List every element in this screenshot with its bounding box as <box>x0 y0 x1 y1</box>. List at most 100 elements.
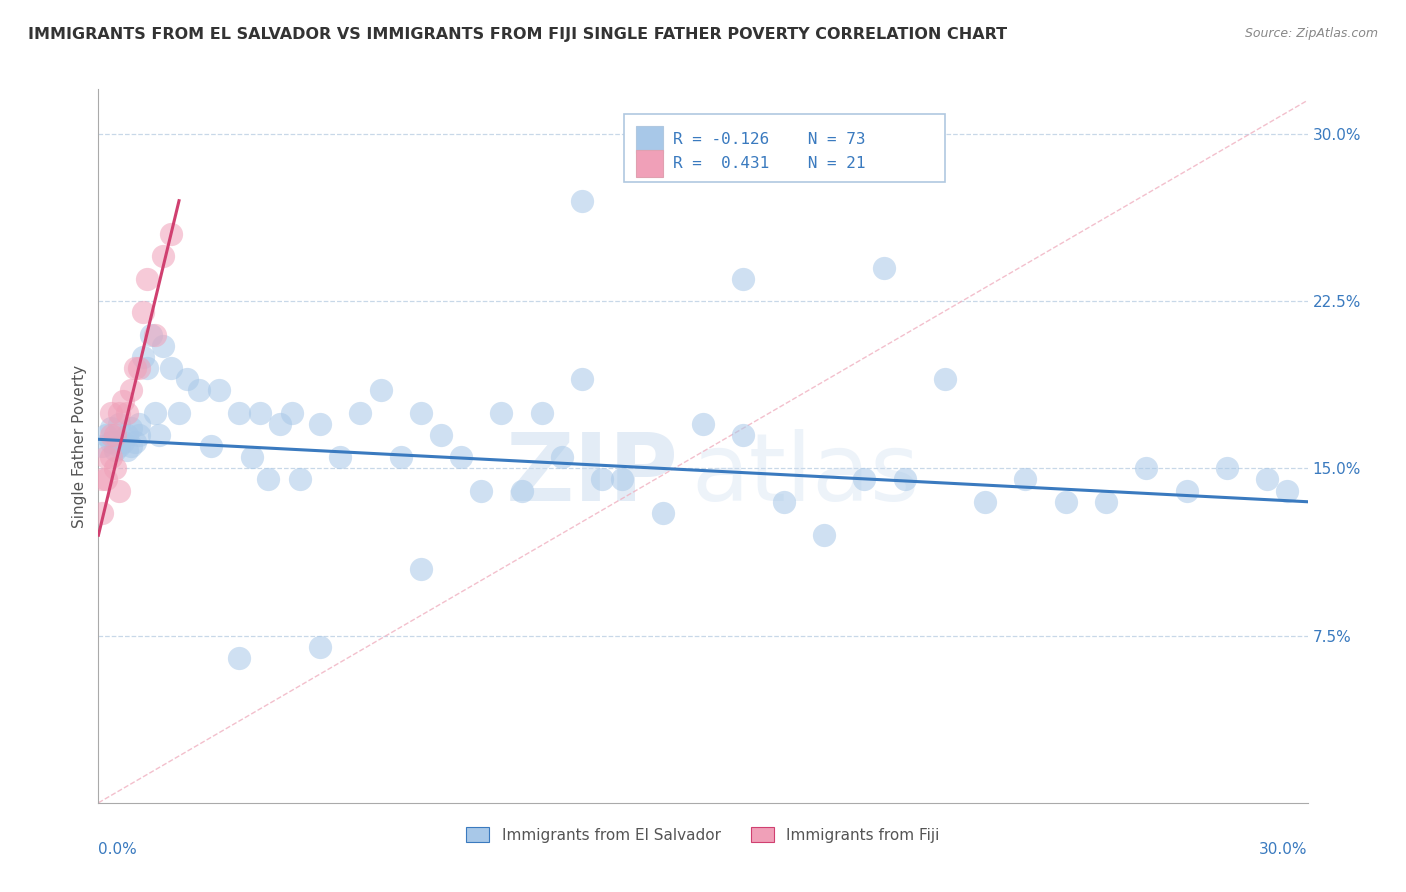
Point <box>152 249 174 264</box>
Point <box>873 260 896 275</box>
Point <box>200 439 222 453</box>
Text: R = -0.126    N = 73: R = -0.126 N = 73 <box>672 132 865 147</box>
Point <box>148 427 170 442</box>
Point <box>256 473 278 487</box>
Point <box>100 427 122 442</box>
Point <box>139 327 162 342</box>
Point <box>281 405 304 419</box>
Point <box>91 506 114 520</box>
Point <box>612 473 634 487</box>
Point <box>228 405 250 419</box>
Text: Source: ZipAtlas.com: Source: ZipAtlas.com <box>1244 27 1378 40</box>
Point <box>772 494 794 508</box>
Point <box>176 372 198 386</box>
Point <box>571 194 593 208</box>
Point <box>349 405 371 419</box>
Point <box>974 494 997 508</box>
Point <box>188 384 211 398</box>
Point <box>107 417 129 431</box>
Point <box>115 405 138 419</box>
Point <box>96 427 118 442</box>
Point <box>160 360 183 375</box>
Point <box>91 439 114 453</box>
Point <box>120 421 142 435</box>
Point <box>128 427 150 442</box>
Point <box>853 473 876 487</box>
Point <box>893 473 915 487</box>
Point <box>107 483 129 498</box>
Point <box>228 651 250 665</box>
Point <box>1216 461 1239 475</box>
Point <box>1095 494 1118 508</box>
Point <box>107 405 129 419</box>
Point <box>1175 483 1198 498</box>
Point <box>1256 473 1278 487</box>
Point <box>491 405 513 419</box>
Point <box>100 450 122 464</box>
Point <box>100 405 122 419</box>
Text: 0.0%: 0.0% <box>98 842 138 857</box>
Point <box>135 360 157 375</box>
Point <box>329 450 352 464</box>
Point <box>470 483 492 498</box>
Point <box>143 327 166 342</box>
Point <box>91 473 114 487</box>
Point <box>120 439 142 453</box>
Bar <box>637 150 664 177</box>
Point <box>115 443 138 458</box>
Point <box>208 384 231 398</box>
Y-axis label: Single Father Poverty: Single Father Poverty <box>72 365 87 527</box>
Point <box>167 405 190 419</box>
Point <box>103 461 125 475</box>
Text: atlas: atlas <box>690 428 920 521</box>
Bar <box>637 127 664 153</box>
Point <box>651 506 673 520</box>
Point <box>389 450 412 464</box>
Point <box>813 528 835 542</box>
Point <box>124 360 146 375</box>
Point <box>128 360 150 375</box>
Point <box>160 227 183 241</box>
Text: 30.0%: 30.0% <box>1260 842 1308 857</box>
FancyBboxPatch shape <box>624 114 945 182</box>
Point <box>96 450 118 464</box>
Point <box>692 417 714 431</box>
Point <box>120 384 142 398</box>
Point <box>551 450 574 464</box>
Point <box>430 427 453 442</box>
Point <box>152 338 174 352</box>
Point <box>96 473 118 487</box>
Point <box>135 271 157 285</box>
Point <box>733 427 755 442</box>
Text: R =  0.431    N = 21: R = 0.431 N = 21 <box>672 156 865 171</box>
Point <box>1054 494 1077 508</box>
Point <box>409 562 432 576</box>
Point <box>103 443 125 458</box>
Point <box>571 372 593 386</box>
Point <box>510 483 533 498</box>
Point <box>128 417 150 431</box>
Point <box>530 405 553 419</box>
Point <box>249 405 271 419</box>
Point <box>115 427 138 442</box>
Point <box>1135 461 1157 475</box>
Text: ZIP: ZIP <box>506 428 679 521</box>
Legend: Immigrants from El Salvador, Immigrants from Fiji: Immigrants from El Salvador, Immigrants … <box>460 821 946 848</box>
Point <box>143 405 166 419</box>
Point <box>269 417 291 431</box>
Point <box>370 384 392 398</box>
Point <box>288 473 311 487</box>
Point <box>132 350 155 364</box>
Point <box>111 394 134 409</box>
Point <box>309 417 332 431</box>
Text: IMMIGRANTS FROM EL SALVADOR VS IMMIGRANTS FROM FIJI SINGLE FATHER POVERTY CORREL: IMMIGRANTS FROM EL SALVADOR VS IMMIGRANT… <box>28 27 1007 42</box>
Point <box>111 434 134 449</box>
Point <box>1014 473 1036 487</box>
Point <box>409 405 432 419</box>
Point <box>240 450 263 464</box>
Point <box>103 427 125 442</box>
Point <box>132 305 155 319</box>
Point <box>107 439 129 453</box>
Point <box>309 640 332 654</box>
Point <box>124 434 146 449</box>
